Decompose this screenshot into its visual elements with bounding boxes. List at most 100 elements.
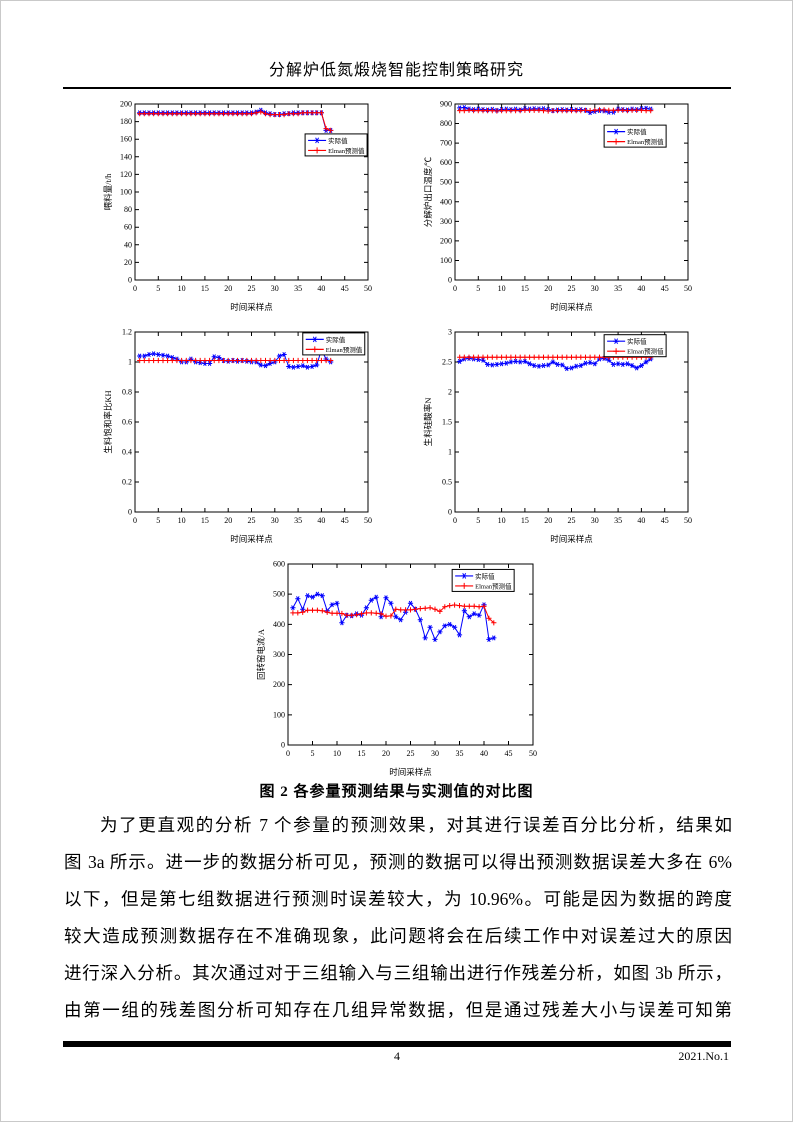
- svg-text:0: 0: [448, 508, 452, 517]
- svg-text:20: 20: [224, 516, 232, 525]
- svg-text:Elman预测值: Elman预测值: [328, 146, 365, 155]
- svg-text:600: 600: [273, 560, 285, 569]
- svg-text:0: 0: [133, 516, 137, 525]
- svg-text:160: 160: [120, 135, 132, 144]
- svg-text:0.4: 0.4: [122, 448, 132, 457]
- svg-text:45: 45: [661, 284, 669, 293]
- svg-text:生料饱和率比KH: 生料饱和率比KH: [103, 390, 113, 453]
- svg-text:40: 40: [637, 284, 645, 293]
- svg-text:2.5: 2.5: [442, 358, 452, 367]
- svg-text:3: 3: [448, 328, 452, 337]
- svg-text:180: 180: [120, 117, 132, 126]
- svg-text:25: 25: [248, 284, 256, 293]
- svg-text:30: 30: [431, 749, 439, 758]
- svg-text:140: 140: [120, 152, 132, 161]
- svg-text:40: 40: [480, 749, 488, 758]
- svg-text:50: 50: [364, 516, 372, 525]
- paper-title: 分解炉低氮煅烧智能控制策略研究: [268, 62, 524, 79]
- svg-text:10: 10: [498, 516, 506, 525]
- svg-text:30: 30: [271, 516, 279, 525]
- svg-text:0: 0: [453, 284, 457, 293]
- svg-text:25: 25: [568, 284, 576, 293]
- svg-text:时间采样点: 时间采样点: [550, 534, 593, 544]
- svg-text:5: 5: [476, 284, 480, 293]
- svg-text:0: 0: [133, 284, 137, 293]
- svg-text:20: 20: [382, 749, 390, 758]
- svg-text:60: 60: [124, 223, 132, 232]
- svg-text:生料硅酸率N: 生料硅酸率N: [423, 398, 433, 447]
- footer: 4 2021.No.1: [63, 1049, 731, 1067]
- svg-text:时间采样点: 时间采样点: [230, 534, 273, 544]
- svg-text:0: 0: [128, 276, 132, 285]
- svg-text:Elman预测值: Elman预测值: [326, 345, 363, 354]
- svg-text:0: 0: [281, 741, 285, 750]
- svg-text:1.5: 1.5: [442, 418, 452, 427]
- svg-text:分解炉出口温度/℃: 分解炉出口温度/℃: [423, 156, 433, 227]
- svg-text:300: 300: [273, 650, 285, 659]
- svg-text:300: 300: [440, 217, 452, 226]
- svg-text:30: 30: [271, 284, 279, 293]
- svg-text:时间采样点: 时间采样点: [550, 302, 593, 312]
- svg-text:回转窑电流/A: 回转窑电流/A: [256, 628, 266, 680]
- chart-feed-rate: 0 5 10 15 20 25 30 35 40 45 50 0 20 40 60 80 100 120 140 16…: [101, 96, 381, 313]
- paragraph-line: 较大造成预测数据存在不准确现象，此问题将会在后续工作中对误差过大的原因: [64, 926, 732, 946]
- svg-text:10: 10: [333, 749, 341, 758]
- svg-text:0.2: 0.2: [122, 478, 132, 487]
- svg-text:25: 25: [568, 516, 576, 525]
- header-rule: [63, 87, 731, 89]
- svg-text:Elman预测值: Elman预测值: [475, 581, 512, 590]
- svg-text:700: 700: [440, 139, 452, 148]
- svg-text:50: 50: [684, 284, 692, 293]
- svg-text:0: 0: [448, 276, 452, 285]
- svg-text:5: 5: [476, 516, 480, 525]
- svg-text:50: 50: [364, 284, 372, 293]
- svg-text:30: 30: [591, 284, 599, 293]
- svg-text:45: 45: [341, 516, 349, 525]
- svg-text:600: 600: [440, 158, 452, 167]
- chart-raw-meal-silica-modulus: 0 5 10 15 20 25 30 35 40 45 50 0 0.5 1 1.5 2 2.5 3 时间采样点 生料…: [421, 324, 701, 545]
- paragraph-line: 为了更直观的分析 7 个参量的预测效果，对其进行误差百分比分析，结果如: [100, 815, 732, 835]
- svg-text:45: 45: [661, 516, 669, 525]
- svg-text:0.6: 0.6: [122, 418, 132, 427]
- svg-text:喂料量/t/h: 喂料量/t/h: [103, 173, 113, 211]
- svg-text:Elman预测值: Elman预测值: [627, 347, 664, 356]
- svg-text:200: 200: [120, 100, 132, 109]
- svg-text:20: 20: [544, 516, 552, 525]
- svg-text:400: 400: [440, 197, 452, 206]
- svg-text:15: 15: [521, 516, 529, 525]
- svg-text:实际值: 实际值: [627, 337, 647, 346]
- svg-text:40: 40: [637, 516, 645, 525]
- svg-text:实际值: 实际值: [328, 136, 348, 145]
- svg-text:实际值: 实际值: [326, 335, 346, 344]
- figure-caption: 图 2 各参量预测结果与实测值的对比图: [259, 784, 534, 800]
- svg-text:实际值: 实际值: [627, 127, 647, 136]
- svg-text:Elman预测值: Elman预测值: [627, 137, 664, 146]
- svg-text:100: 100: [440, 256, 452, 265]
- svg-text:25: 25: [407, 749, 415, 758]
- svg-text:实际值: 实际值: [475, 571, 495, 580]
- svg-text:0: 0: [453, 516, 457, 525]
- svg-text:45: 45: [341, 284, 349, 293]
- svg-text:10: 10: [498, 284, 506, 293]
- page-number: 4: [394, 1049, 400, 1063]
- svg-text:80: 80: [124, 205, 132, 214]
- svg-text:5: 5: [156, 284, 160, 293]
- svg-text:0.8: 0.8: [122, 388, 132, 397]
- svg-text:45: 45: [505, 749, 513, 758]
- svg-text:50: 50: [684, 516, 692, 525]
- svg-text:时间采样点: 时间采样点: [230, 302, 273, 312]
- svg-text:500: 500: [440, 178, 452, 187]
- svg-text:5: 5: [311, 749, 315, 758]
- svg-text:30: 30: [591, 516, 599, 525]
- svg-text:900: 900: [440, 100, 452, 109]
- svg-text:1: 1: [128, 358, 132, 367]
- svg-text:5: 5: [156, 516, 160, 525]
- svg-text:120: 120: [120, 170, 132, 179]
- svg-text:40: 40: [317, 284, 325, 293]
- svg-text:0: 0: [128, 508, 132, 517]
- svg-text:10: 10: [178, 284, 186, 293]
- issue-label: 2021.No.1: [678, 1049, 729, 1063]
- paragraph-line: 由第一组的残差图分析可知存在几组异常数据，但是通过残差大小与误差可知第: [64, 1000, 732, 1020]
- svg-text:0.5: 0.5: [442, 478, 452, 487]
